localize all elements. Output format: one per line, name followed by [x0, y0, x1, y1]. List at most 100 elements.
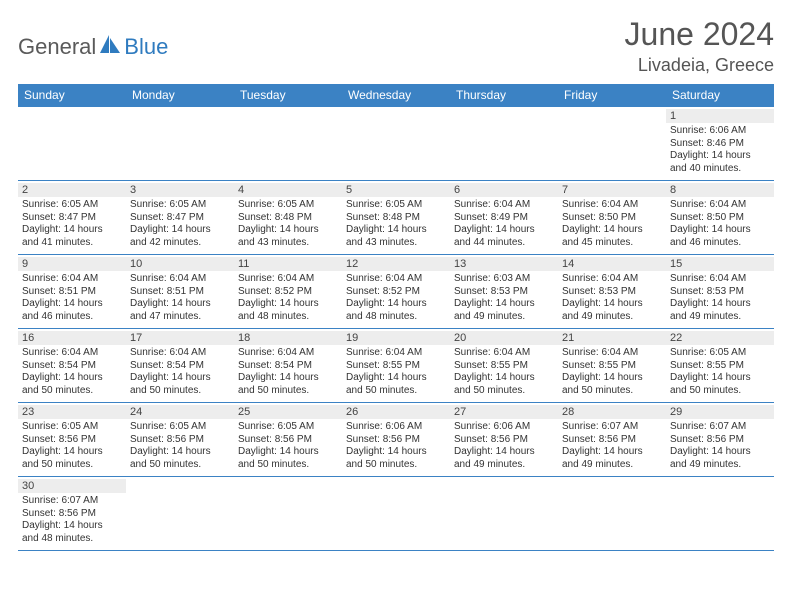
- daylight-line-2: and 50 minutes.: [130, 385, 230, 398]
- calendar-day-cell: 4Sunrise: 6:05 AMSunset: 8:48 PMDaylight…: [234, 181, 342, 255]
- calendar-day-cell: 10Sunrise: 6:04 AMSunset: 8:51 PMDayligh…: [126, 255, 234, 329]
- daylight-line-2: and 50 minutes.: [130, 459, 230, 472]
- calendar-day-cell: 28Sunrise: 6:07 AMSunset: 8:56 PMDayligh…: [558, 403, 666, 477]
- daylight-line-1: Daylight: 14 hours: [346, 224, 446, 237]
- calendar-week-row: 2Sunrise: 6:05 AMSunset: 8:47 PMDaylight…: [18, 181, 774, 255]
- day-number: 27: [450, 405, 558, 419]
- day-number: 21: [558, 331, 666, 345]
- month-title: June 2024: [625, 16, 774, 53]
- calendar-header: SundayMondayTuesdayWednesdayThursdayFrid…: [18, 84, 774, 107]
- calendar-week-row: 1 Sunrise: 6:06 AMSunset: 8:46 PMDaylight…: [18, 107, 774, 181]
- day-number: 23: [18, 405, 126, 419]
- daylight-line-2: and 50 minutes.: [454, 385, 554, 398]
- header-row: General Blue June 2024 Livadeia, Greece: [18, 16, 774, 76]
- sunset-line: Sunset: 8:56 PM: [454, 434, 554, 447]
- day-number: 24: [126, 405, 234, 419]
- sunrise-line: Sunrise: 6:04 AM: [130, 347, 230, 360]
- sunrise-line: Sunrise: 6:05 AM: [22, 421, 122, 434]
- calendar-day-cell: 18Sunrise: 6:04 AMSunset: 8:54 PMDayligh…: [234, 329, 342, 403]
- calendar-day-cell: 23Sunrise: 6:05 AMSunset: 8:56 PMDayligh…: [18, 403, 126, 477]
- day-number: 6: [450, 183, 558, 197]
- sunset-line: Sunset: 8:53 PM: [670, 286, 770, 299]
- sunrise-line: Sunrise: 6:04 AM: [22, 347, 122, 360]
- calendar-day-cell: 15Sunrise: 6:04 AMSunset: 8:53 PMDayligh…: [666, 255, 774, 329]
- calendar-day-cell: 22Sunrise: 6:05 AMSunset: 8:55 PMDayligh…: [666, 329, 774, 403]
- sunrise-line: Sunrise: 6:04 AM: [130, 273, 230, 286]
- calendar-day-cell: 30Sunrise: 6:07 AMSunset: 8:56 PMDayligh…: [18, 477, 126, 551]
- weekday-header: Wednesday: [342, 84, 450, 107]
- day-number: 29: [666, 405, 774, 419]
- day-number: 8: [666, 183, 774, 197]
- sunrise-line: Sunrise: 6:04 AM: [22, 273, 122, 286]
- day-number: 26: [342, 405, 450, 419]
- calendar-empty-cell: [18, 107, 126, 181]
- calendar-day-cell: 5Sunrise: 6:05 AMSunset: 8:48 PMDaylight…: [342, 181, 450, 255]
- calendar-day-cell: 14Sunrise: 6:04 AMSunset: 8:53 PMDayligh…: [558, 255, 666, 329]
- day-number: 7: [558, 183, 666, 197]
- sail-icon: [100, 35, 122, 60]
- calendar-empty-cell: [342, 107, 450, 181]
- sunset-line: Sunset: 8:56 PM: [22, 434, 122, 447]
- sunset-line: Sunset: 8:52 PM: [346, 286, 446, 299]
- daylight-line-2: and 49 minutes.: [562, 459, 662, 472]
- sunset-line: Sunset: 8:50 PM: [670, 212, 770, 225]
- daylight-line-2: and 41 minutes.: [22, 237, 122, 250]
- sunrise-line: Sunrise: 6:05 AM: [346, 199, 446, 212]
- sunrise-line: Sunrise: 6:05 AM: [130, 421, 230, 434]
- sunset-line: Sunset: 8:53 PM: [562, 286, 662, 299]
- calendar-week-row: 30Sunrise: 6:07 AMSunset: 8:56 PMDayligh…: [18, 477, 774, 551]
- weekday-header: Tuesday: [234, 84, 342, 107]
- sunrise-line: Sunrise: 6:04 AM: [346, 273, 446, 286]
- sunset-line: Sunset: 8:53 PM: [454, 286, 554, 299]
- sunset-line: Sunset: 8:54 PM: [130, 360, 230, 373]
- daylight-line-1: Daylight: 14 hours: [454, 298, 554, 311]
- daylight-line-2: and 48 minutes.: [238, 311, 338, 324]
- calendar-day-cell: 3Sunrise: 6:05 AMSunset: 8:47 PMDaylight…: [126, 181, 234, 255]
- daylight-line-1: Daylight: 14 hours: [22, 298, 122, 311]
- sunset-line: Sunset: 8:46 PM: [670, 138, 770, 151]
- calendar-day-cell: 11Sunrise: 6:04 AMSunset: 8:52 PMDayligh…: [234, 255, 342, 329]
- calendar-empty-cell: [558, 107, 666, 181]
- calendar-day-cell: 6Sunrise: 6:04 AMSunset: 8:49 PMDaylight…: [450, 181, 558, 255]
- sunset-line: Sunset: 8:48 PM: [346, 212, 446, 225]
- daylight-line-2: and 43 minutes.: [346, 237, 446, 250]
- daylight-line-1: Daylight: 14 hours: [238, 446, 338, 459]
- sunrise-line: Sunrise: 6:04 AM: [454, 347, 554, 360]
- daylight-line-2: and 48 minutes.: [22, 533, 122, 546]
- day-number: 13: [450, 257, 558, 271]
- calendar-day-cell: 21 Sunrise: 6:04 AMSunset: 8:55 PMDayligh…: [558, 329, 666, 403]
- calendar-empty-cell: [126, 107, 234, 181]
- day-number: 2: [18, 183, 126, 197]
- daylight-line-1: Daylight: 14 hours: [670, 372, 770, 385]
- calendar-day-cell: 20Sunrise: 6:04 AMSunset: 8:55 PMDayligh…: [450, 329, 558, 403]
- calendar-empty-cell: [234, 477, 342, 551]
- sunrise-line: Sunrise: 6:03 AM: [454, 273, 554, 286]
- daylight-line-1: Daylight: 14 hours: [562, 446, 662, 459]
- calendar-empty-cell: [234, 107, 342, 181]
- calendar-empty-cell: [450, 107, 558, 181]
- sunset-line: Sunset: 8:56 PM: [562, 434, 662, 447]
- calendar-day-cell: 12Sunrise: 6:04 AMSunset: 8:52 PMDayligh…: [342, 255, 450, 329]
- day-number: 16: [18, 331, 126, 345]
- sunrise-line: Sunrise: 6:07 AM: [562, 421, 662, 434]
- daylight-line-2: and 46 minutes.: [670, 237, 770, 250]
- day-number: 1: [666, 109, 774, 123]
- daylight-line-2: and 44 minutes.: [454, 237, 554, 250]
- day-number: 10: [126, 257, 234, 271]
- sunrise-line: Sunrise: 6:05 AM: [238, 421, 338, 434]
- daylight-line-1: Daylight: 14 hours: [670, 150, 770, 163]
- daylight-line-1: Daylight: 14 hours: [562, 372, 662, 385]
- sunrise-line: Sunrise: 6:04 AM: [562, 347, 662, 360]
- sunrise-line: Sunrise: 6:04 AM: [454, 199, 554, 212]
- daylight-line-1: Daylight: 14 hours: [454, 446, 554, 459]
- daylight-line-1: Daylight: 14 hours: [238, 372, 338, 385]
- daylight-line-2: and 50 minutes.: [346, 459, 446, 472]
- title-block: June 2024 Livadeia, Greece: [625, 16, 774, 76]
- sunrise-line: Sunrise: 6:04 AM: [670, 199, 770, 212]
- calendar-day-cell: 17Sunrise: 6:04 AMSunset: 8:54 PMDayligh…: [126, 329, 234, 403]
- sunrise-line: Sunrise: 6:06 AM: [670, 125, 770, 138]
- daylight-line-1: Daylight: 14 hours: [562, 298, 662, 311]
- sunset-line: Sunset: 8:55 PM: [562, 360, 662, 373]
- daylight-line-2: and 40 minutes.: [670, 163, 770, 176]
- weekday-header: Saturday: [666, 84, 774, 107]
